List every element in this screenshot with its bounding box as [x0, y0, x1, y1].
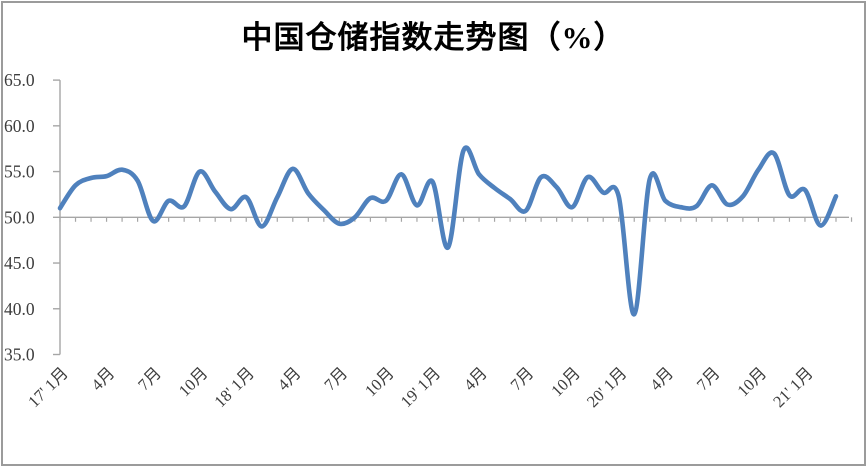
- x-tick-label: 10月: [733, 363, 770, 400]
- y-tick-label: 50.0: [4, 207, 35, 227]
- x-tick-label: 10月: [175, 363, 212, 400]
- x-tick-label: 4月: [87, 363, 118, 394]
- chart-title: 中国仓储指数走势图（%）: [241, 20, 626, 55]
- x-tick-label: 7月: [506, 363, 537, 394]
- index-trend-line: [57, 145, 839, 317]
- y-tick-label: 45.0: [4, 253, 35, 273]
- x-tick-label: 21' 1月: [769, 363, 817, 411]
- x-tick-label: 20' 1月: [583, 363, 631, 411]
- y-tick-label: 55.0: [4, 162, 35, 182]
- x-tick-label: 7月: [320, 363, 351, 394]
- x-tick-label: 17' 1月: [24, 363, 72, 411]
- x-tick-label: 4月: [646, 363, 677, 394]
- x-tick-label: 7月: [693, 363, 724, 394]
- y-tick-label: 35.0: [4, 345, 35, 365]
- y-tick-label: 40.0: [4, 299, 35, 319]
- x-tick-label: 7月: [134, 363, 165, 394]
- series-warehousing-index: [57, 145, 839, 317]
- y-axis-labels: 65.0 60.0 55.0 50.0 45.0 40.0 35.0: [4, 70, 35, 364]
- x-tick-label: 18' 1月: [210, 363, 258, 411]
- x-tick-label: 4月: [274, 363, 305, 394]
- x-tick-label: 10月: [361, 363, 398, 400]
- x-tick-label: 4月: [460, 363, 491, 394]
- y-tick-label: 60.0: [4, 116, 35, 136]
- y-tick-label: 65.0: [4, 70, 35, 90]
- x-tick-label: 19' 1月: [397, 363, 445, 411]
- y-axis: [53, 79, 61, 356]
- x-tick-label: 10月: [547, 363, 584, 400]
